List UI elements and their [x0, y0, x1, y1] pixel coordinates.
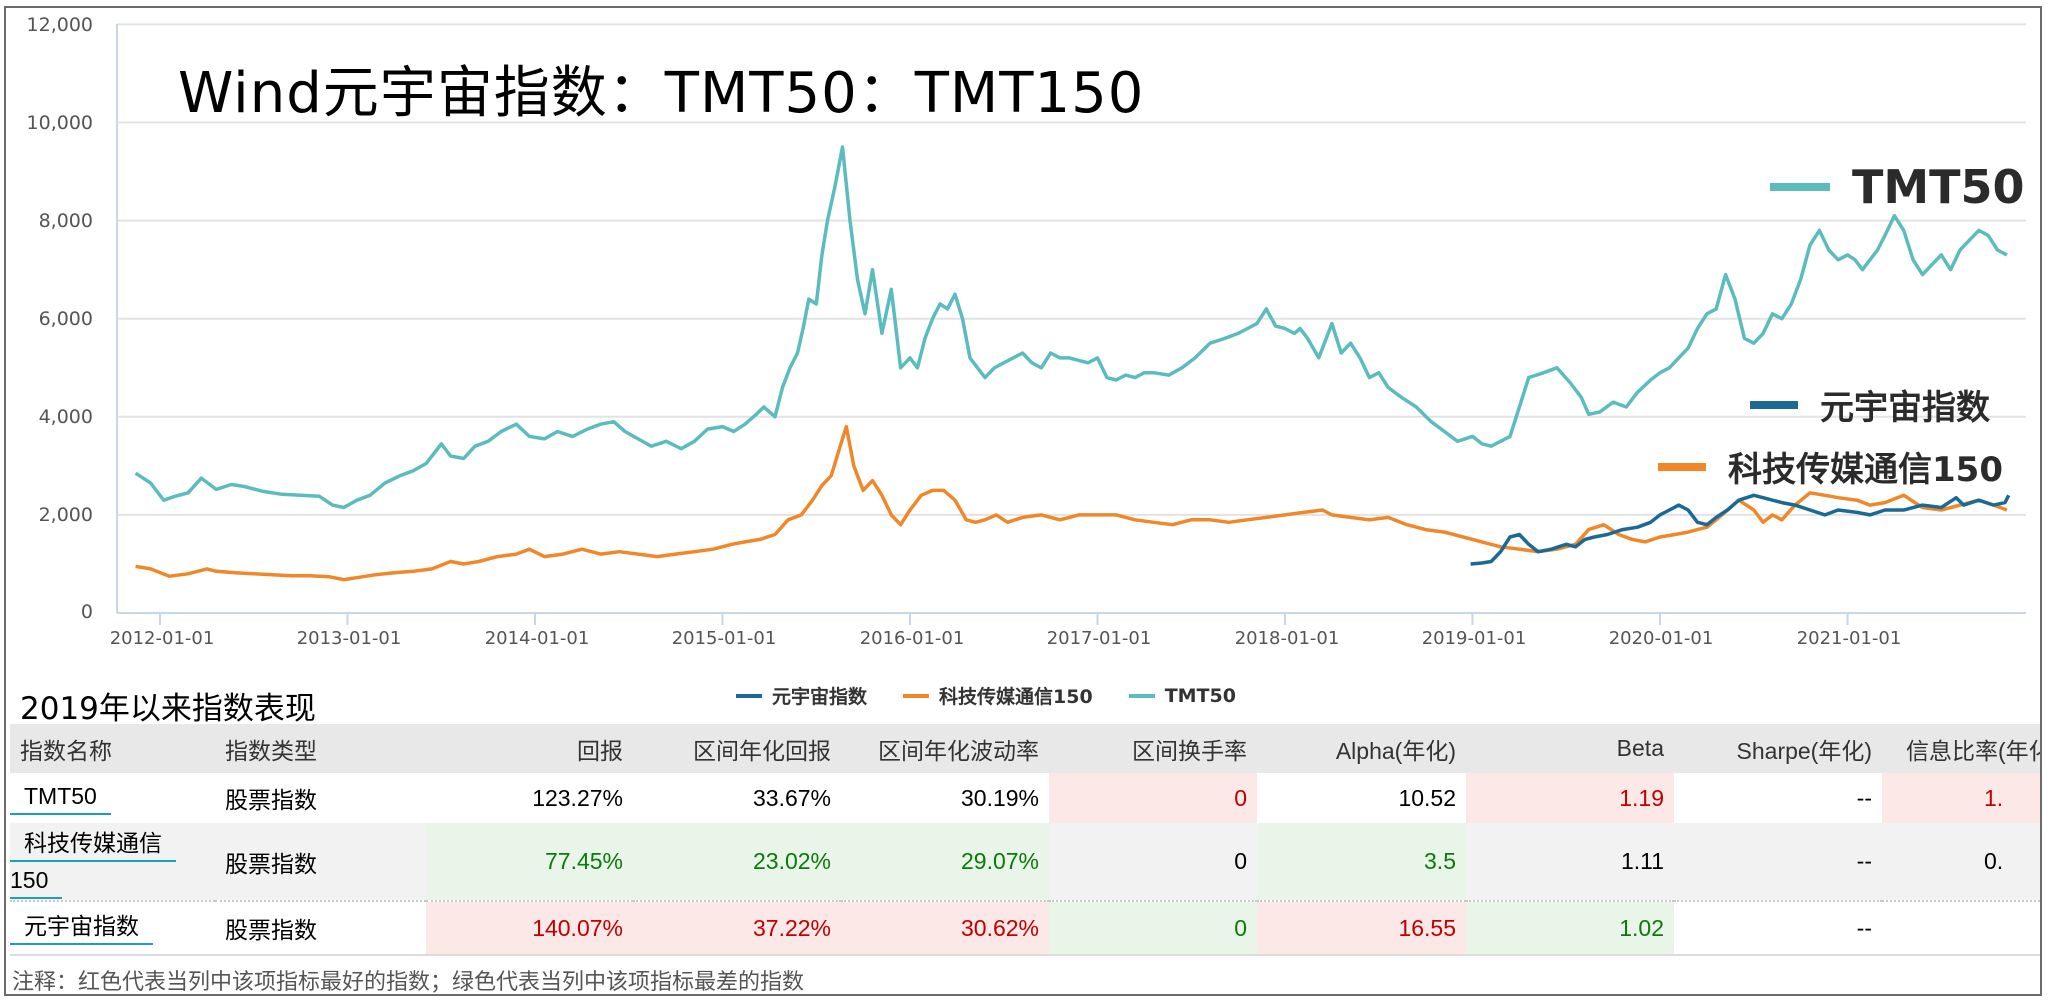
x-label-2012: 2012-01-01 [109, 628, 215, 649]
y-label-8000: 8,000 [38, 210, 93, 232]
legend-label-tmt50: TMT50 [1164, 684, 1236, 707]
series-line [135, 424, 2008, 582]
index-link-tmt50[interactable]: TMT50 [10, 781, 111, 815]
cell-type: 股票指数 [215, 823, 426, 902]
index-link-tmt150-line2[interactable]: 150 [10, 865, 63, 899]
col-header-ann-return[interactable]: 区间年化回报 [633, 724, 841, 773]
performance-table: 指数名称 指数类型 回报 区间年化回报 区间年化波动率 区间换手率 Alpha(… [10, 724, 2048, 956]
y-label-6000: 6,000 [38, 308, 93, 330]
cell-name: 元宇宙指数 [10, 901, 215, 956]
col-header-name[interactable]: 指数名称 [10, 724, 215, 773]
metaverse-swatch-icon [1750, 400, 1798, 409]
gridlines [117, 23, 2026, 516]
overlay-legend-metaverse: 元宇宙指数 [1750, 380, 1990, 429]
cell-sharpe: -- [1674, 773, 1882, 823]
line-chart [116, 23, 2026, 625]
series-line [134, 145, 2008, 510]
series-lines [134, 145, 2011, 582]
cell-alpha: 16.55 [1257, 901, 1466, 956]
overlay-legend-tmt50: TMT50 [1770, 160, 2025, 214]
cell-return: 123.27% [426, 773, 633, 823]
cell-ann-return: 23.02% [633, 823, 841, 902]
col-header-ann-vol[interactable]: 区间年化波动率 [841, 724, 1049, 773]
cell-turnover: 0 [1049, 823, 1257, 902]
cell-info-ratio: 0. [1882, 823, 2048, 902]
x-label-2017: 2017-01-01 [1046, 628, 1152, 649]
cell-ann-vol: 30.62% [841, 901, 1049, 956]
col-header-return[interactable]: 回报 [426, 724, 633, 773]
index-link-metaverse[interactable]: 元宇宙指数 [10, 911, 153, 945]
table-header-row: 指数名称 指数类型 回报 区间年化回报 区间年化波动率 区间换手率 Alpha(… [10, 724, 2048, 773]
x-tick-marks [159, 613, 1849, 625]
x-label-2014: 2014-01-01 [484, 628, 590, 649]
cell-type: 股票指数 [215, 773, 426, 823]
cell-info-ratio: 1. [1882, 773, 2048, 823]
overlay-legend-tmt150-label: 科技传媒通信150 [1728, 450, 2003, 490]
table-row: 科技传媒通信 150 股票指数 77.45% 23.02% 29.07% 0 3… [10, 823, 2048, 902]
cell-ann-return: 37.22% [633, 901, 841, 956]
legend-label-metaverse: 元宇宙指数 [772, 686, 868, 708]
tmt150-swatch-icon [1658, 462, 1706, 471]
series-line [1470, 493, 2011, 566]
overlay-legend-tmt150: 科技传媒通信150 [1658, 442, 2003, 491]
y-label-4000: 4,000 [38, 406, 93, 428]
cell-name: TMT50 [10, 773, 215, 823]
col-header-type[interactable]: 指数类型 [215, 724, 426, 773]
table-row: 元宇宙指数 股票指数 140.07% 37.22% 30.62% 0 16.55… [10, 901, 2048, 956]
cell-alpha: 3.5 [1257, 823, 1466, 902]
tmt50-line-icon [1128, 693, 1155, 698]
x-label-2020: 2020-01-01 [1608, 628, 1714, 649]
x-label-2021: 2021-01-01 [1796, 628, 1902, 649]
col-header-info-ratio[interactable]: 信息比率(年化) [1882, 724, 2048, 773]
cell-ann-vol: 29.07% [841, 823, 1049, 902]
x-label-2013: 2013-01-01 [296, 628, 402, 649]
overlay-legend-metaverse-label: 元宇宙指数 [1820, 388, 1990, 428]
cell-info-ratio [1882, 901, 2048, 956]
col-header-turnover[interactable]: 区间换手率 [1049, 724, 1257, 773]
cell-sharpe: -- [1674, 823, 1882, 902]
footnote: 注释：红色代表当列中该项指标最好的指数；绿色代表当列中该项指标最差的指数 [12, 969, 805, 994]
index-link-tmt150[interactable]: 科技传媒通信 [10, 828, 176, 862]
right-clip [2042, 0, 2048, 1004]
metaverse-line-icon [736, 693, 762, 698]
x-label-2016: 2016-01-01 [859, 628, 965, 649]
tmt50-swatch-icon [1770, 183, 1830, 191]
col-header-alpha[interactable]: Alpha(年化) [1257, 724, 1466, 773]
cell-name: 科技传媒通信 150 [10, 823, 215, 902]
cell-return: 77.45% [426, 823, 633, 902]
cell-beta: 1.19 [1466, 773, 1674, 823]
legend-item-tmt150[interactable]: 科技传媒通信150 [903, 682, 1093, 709]
cell-beta: 1.11 [1466, 823, 1674, 902]
tmt150-line-icon [903, 693, 930, 698]
cell-ann-vol: 30.19% [841, 773, 1049, 823]
x-label-2019: 2019-01-01 [1421, 628, 1527, 649]
x-label-2018: 2018-01-01 [1234, 628, 1340, 649]
section-title: 2019年以来指数表现 [20, 691, 316, 727]
x-label-2015: 2015-01-01 [671, 628, 777, 649]
cell-turnover: 0 [1049, 901, 1257, 956]
overlay-legend-tmt50-label: TMT50 [1852, 160, 2025, 214]
table-row: TMT50 股票指数 123.27% 33.67% 30.19% 0 10.52… [10, 773, 2048, 823]
y-label-10000: 10,000 [26, 112, 93, 134]
cell-sharpe: -- [1674, 901, 1882, 956]
cell-return: 140.07% [426, 901, 633, 956]
legend-item-tmt50[interactable]: TMT50 [1128, 682, 1236, 709]
right-border [2040, 6, 2042, 996]
col-header-sharpe[interactable]: Sharpe(年化) [1674, 724, 1882, 773]
legend-label-tmt150: 科技传媒通信150 [939, 686, 1093, 708]
cell-turnover: 0 [1049, 773, 1257, 823]
cell-beta: 1.02 [1466, 901, 1674, 956]
cell-ann-return: 33.67% [633, 773, 841, 823]
cell-type: 股票指数 [215, 901, 426, 956]
col-header-beta[interactable]: Beta [1466, 724, 1674, 773]
chart-legend: 元宇宙指数 科技传媒通信150 TMT50 [736, 682, 1236, 709]
legend-item-metaverse[interactable]: 元宇宙指数 [736, 682, 867, 709]
chart-title: Wind元宇宙指数：TMT50：TMT150 [178, 61, 1145, 126]
cell-alpha: 10.52 [1257, 773, 1466, 823]
y-label-2000: 2,000 [38, 504, 93, 526]
y-label-0: 0 [80, 601, 93, 623]
y-label-12000: 12,000 [26, 14, 93, 36]
